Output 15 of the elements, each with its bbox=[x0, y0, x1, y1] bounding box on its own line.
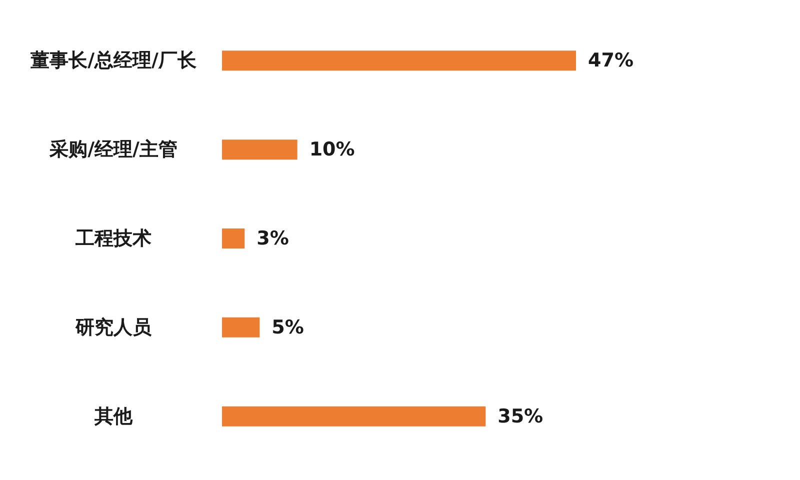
data-label: 47% bbox=[588, 50, 634, 72]
y-tick-label: 研究人员 bbox=[74, 316, 152, 338]
data-label: 5% bbox=[272, 316, 304, 338]
y-tick-label: 工程技术 bbox=[74, 228, 152, 250]
y-tick-label: 其他 bbox=[94, 405, 134, 428]
bar bbox=[222, 50, 576, 71]
bar bbox=[222, 406, 486, 426]
data-label: 3% bbox=[256, 228, 289, 250]
y-tick-label: 采购/经理/主管 bbox=[48, 138, 178, 161]
data-label: 35% bbox=[498, 405, 544, 428]
y-tick-label: 董事长/总经理/厂长 bbox=[30, 50, 198, 72]
data-label: 10% bbox=[309, 138, 355, 161]
bar bbox=[222, 140, 298, 160]
bar bbox=[222, 228, 245, 248]
bar bbox=[222, 317, 260, 338]
